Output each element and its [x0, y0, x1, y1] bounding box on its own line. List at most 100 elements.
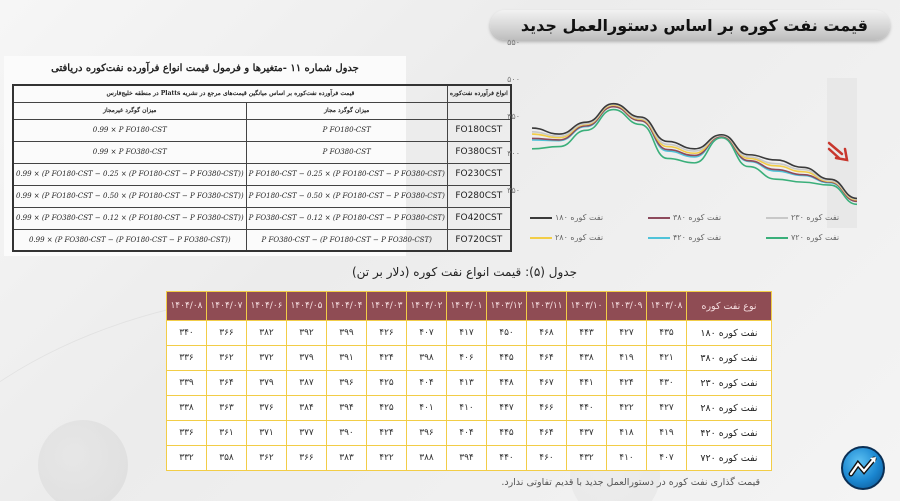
- price-cell: ۳۹۴: [446, 445, 487, 471]
- legend-label: نفت کوره ۱۸۰: [555, 213, 604, 222]
- column-header-date: ۱۴۰۳/۰۹: [606, 291, 647, 321]
- footnote: قیمت گذاری نفت کوره در دستورالعمل جدید ب…: [501, 477, 760, 488]
- price-cell: ۴۴۰: [566, 395, 607, 421]
- formula-row: FO420CST P FO380-CST − 0.12 × (P FO180-CS…: [12, 206, 512, 230]
- price-cell: ۴۴۵: [486, 345, 527, 371]
- line-chart: ۵۵۰ ۵۰۰ ۴۵۰ ۴۰۰ ۳۵۰ نفت کوره ۱۸۰ نفت کوره ۳۸۰…: [490, 38, 870, 258]
- formula-row: FO180CST P FO180-CST 0.99 × P FO180-CST: [12, 118, 512, 142]
- price-cell: ۴۶۴: [526, 420, 567, 446]
- title-banner: قیمت نفت کوره بر اساس دستورالعمل جدید: [490, 10, 890, 40]
- price-cell: ۴۶۴: [526, 345, 567, 371]
- header-allowed: میزان گوگرد مجاز: [245, 101, 448, 120]
- legend-swatch-icon: [766, 216, 788, 219]
- price-cell: ۴۴۳: [566, 320, 607, 346]
- legend-label: نفت کوره ۲۸۰: [555, 233, 604, 242]
- price-cell: ۴۱۰: [446, 395, 487, 421]
- price-cell: ۳۹۶: [326, 370, 367, 396]
- formula-row: FO230CST P FO180-CST − 0.25 × (P FO180-CS…: [12, 162, 512, 186]
- price-cell: ۳۴۰: [166, 320, 207, 346]
- price-cell: ۳۷۱: [246, 420, 287, 446]
- column-header-date: ۱۴۰۴/۰۲: [406, 291, 447, 321]
- legend-item: نفت کوره ۱۸۰: [530, 213, 603, 222]
- price-cell: ۴۱۷: [446, 320, 487, 346]
- price-cell: ۳۶۶: [286, 445, 327, 471]
- legend-item: نفت کوره ۲۳۰: [766, 213, 839, 222]
- price-cell: ۴۳۷: [566, 420, 607, 446]
- not-allowed-formula: 0.99 × (P FO180-CST − 0.50 × (P FO180-CS…: [12, 184, 247, 208]
- not-allowed-formula: 0.99 × P FO380-CST: [12, 140, 247, 164]
- allowed-formula: P FO180-CST − 0.50 × (P FO180-CST − P FO…: [245, 184, 448, 208]
- price-cell: ۴۴۰: [486, 445, 527, 471]
- price-cell: ۳۷۲: [246, 345, 287, 371]
- price-cell: ۴۲۷: [606, 320, 647, 346]
- series-line: [531, 104, 858, 201]
- legend-swatch-icon: [530, 216, 552, 219]
- formula-table: انواع فرآورده نفت‌کوره قیمت فرآورده نفت‌…: [12, 84, 512, 252]
- legend-item: نفت کوره ۷۲۰: [766, 233, 839, 242]
- series-line: [531, 103, 858, 200]
- table-row: نفت کوره ۷۲۰ ۴۰۷ ۴۱۰ ۴۳۲ ۴۶۰ ۴۴۰ ۳۹۴ ۳۸۸ ۴۲۲ ۳۸۳ ۳…: [166, 445, 772, 471]
- not-allowed-formula: 0.99 × (P FO380-CST − (P FO180-CST − P F…: [12, 228, 247, 252]
- price-cell: ۴۰۶: [446, 345, 487, 371]
- price-cell: ۳۹۰: [326, 420, 367, 446]
- y-tick-label: ۵۵۰: [507, 38, 520, 47]
- price-cell: ۳۹۲: [286, 320, 327, 346]
- table-row: نفت کوره ۲۳۰ ۴۳۰ ۴۲۴ ۴۴۱ ۴۶۷ ۴۴۸ ۴۱۳ ۴۰۴ ۴۲۵ ۳۹۶ ۳…: [166, 370, 772, 396]
- column-header-type: نوع نفت کوره: [686, 291, 772, 321]
- scanned-formula-document: جدول شماره ۱۱ -متغیرها و فرمول قیمت انوا…: [4, 56, 512, 256]
- allowed-formula: P FO380-CST: [245, 140, 448, 164]
- price-cell: ۴۲۱: [646, 345, 687, 371]
- table-row: نفت کوره ۳۸۰ ۴۲۱ ۴۱۹ ۴۳۸ ۴۶۴ ۴۴۵ ۴۰۶ ۳۹۸ ۴۲۴ ۳۹۱ ۳…: [166, 345, 772, 371]
- price-table: نوع نفت کوره ۱۴۰۳/۰۸ ۱۴۰۳/۰۹ ۱۴۰۳/۱۰ ۱۴۰۳/۱۱…: [166, 291, 772, 471]
- not-allowed-formula: 0.99 × (P FO380-CST − 0.12 × (P FO180-CS…: [12, 206, 247, 230]
- price-cell: ۴۴۵: [486, 420, 527, 446]
- price-cell: ۳۹۶: [406, 420, 447, 446]
- column-header-date: ۱۴۰۳/۱۱: [526, 291, 567, 321]
- not-allowed-formula: 0.99 × P FO180-CST: [12, 118, 247, 142]
- price-cell: ۳۹۱: [326, 345, 367, 371]
- formula-row: FO720CST P FO380-CST − (P FO180-CST − P F…: [12, 228, 512, 252]
- price-cell: ۴۲۲: [366, 445, 407, 471]
- logo-icon: [841, 446, 885, 490]
- price-cell: ۴۲۵: [366, 370, 407, 396]
- price-cell: ۴۲۲: [606, 395, 647, 421]
- table-row: نفت کوره ۲۸۰ ۴۲۷ ۴۲۲ ۴۴۰ ۴۶۶ ۴۴۷ ۴۱۰ ۴۰۱ ۴۲۵ ۳۹۴ ۳…: [166, 395, 772, 421]
- price-cell: ۳۶۱: [206, 420, 247, 446]
- price-cell: ۳۷۹: [246, 370, 287, 396]
- watermark-planet-icon: [38, 420, 128, 501]
- allowed-formula: P FO180-CST − 0.25 × (P FO180-CST − P FO…: [245, 162, 448, 186]
- not-allowed-formula: 0.99 × (P FO180-CST − 0.25 × (P FO180-CS…: [12, 162, 247, 186]
- series-line: [531, 108, 858, 206]
- price-cell: ۳۷۷: [286, 420, 327, 446]
- header-price: قیمت فرآورده نفت‌کوره بر اساس میانگین قی…: [12, 84, 448, 103]
- legend-label: نفت کوره ۷۲۰: [791, 233, 840, 242]
- allowed-formula: P FO180-CST: [245, 118, 448, 142]
- price-cell: ۳۸۸: [406, 445, 447, 471]
- price-cell: ۳۸۲: [246, 320, 287, 346]
- price-cell: ۳۹۴: [326, 395, 367, 421]
- fuel-type-cell: نفت کوره ۱۸۰: [686, 320, 772, 346]
- column-header-date: ۱۴۰۳/۰۸: [646, 291, 687, 321]
- column-header-date: ۱۴۰۴/۰۶: [246, 291, 287, 321]
- column-header-date: ۱۴۰۴/۰۳: [366, 291, 407, 321]
- price-cell: ۴۵۰: [486, 320, 527, 346]
- fuel-type-cell: نفت کوره ۲۸۰: [686, 395, 772, 421]
- price-cell: ۴۲۴: [366, 345, 407, 371]
- column-header-date: ۱۴۰۳/۱۰: [566, 291, 607, 321]
- price-cell: ۴۳۸: [566, 345, 607, 371]
- legend-swatch-icon: [648, 236, 670, 239]
- legend-label: نفت کوره ۴۲۰: [673, 233, 722, 242]
- legend-label: نفت کوره ۲۳۰: [791, 213, 840, 222]
- allowed-formula: P FO380-CST − (P FO180-CST − P FO380-CST…: [245, 228, 448, 252]
- price-cell: ۳۳۶: [166, 420, 207, 446]
- price-cell: ۴۲۵: [366, 395, 407, 421]
- table-row: نفت کوره ۱۸۰ ۴۳۵ ۴۲۷ ۴۴۳ ۴۶۸ ۴۵۰ ۴۱۷ ۴۰۷ ۴۲۶ ۳۹۹ ۳…: [166, 320, 772, 346]
- price-cell: ۴۲۴: [366, 420, 407, 446]
- price-cell: ۴۳۵: [646, 320, 687, 346]
- price-cell: ۳۸۷: [286, 370, 327, 396]
- legend-swatch-icon: [530, 236, 552, 239]
- down-arrow-icon: [827, 141, 849, 162]
- price-cell: ۳۵۸: [206, 445, 247, 471]
- price-cell: ۴۱۸: [606, 420, 647, 446]
- price-cell: ۳۶۴: [206, 370, 247, 396]
